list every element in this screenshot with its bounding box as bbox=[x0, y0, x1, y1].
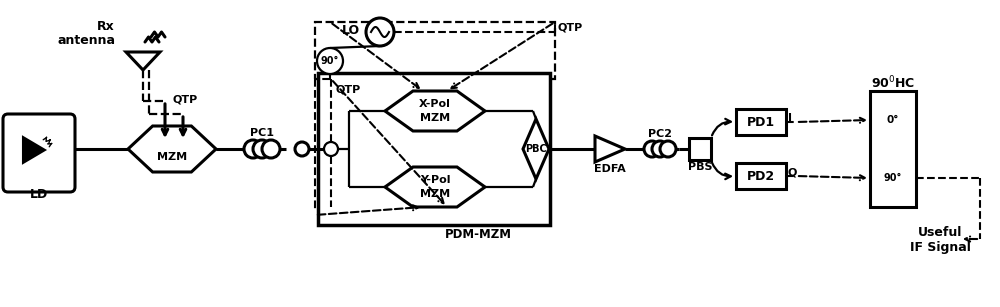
Polygon shape bbox=[128, 126, 216, 172]
Text: antenna: antenna bbox=[57, 33, 115, 46]
Text: QTP: QTP bbox=[335, 84, 361, 94]
Text: PD1: PD1 bbox=[747, 115, 775, 129]
Text: MZM: MZM bbox=[420, 189, 450, 199]
Text: Rx: Rx bbox=[97, 20, 115, 33]
Text: PD2: PD2 bbox=[747, 169, 775, 182]
Text: PBS: PBS bbox=[688, 162, 712, 172]
Text: MZM: MZM bbox=[420, 113, 450, 123]
Circle shape bbox=[324, 142, 338, 156]
Text: Q: Q bbox=[788, 167, 797, 177]
Circle shape bbox=[366, 18, 394, 46]
Text: 90°: 90° bbox=[884, 173, 902, 183]
Circle shape bbox=[253, 140, 271, 158]
Text: 90°: 90° bbox=[321, 56, 339, 66]
Text: EDFA: EDFA bbox=[594, 164, 626, 174]
Bar bbox=[689, 138, 711, 160]
Circle shape bbox=[244, 140, 262, 158]
Text: 90$^0$HC: 90$^0$HC bbox=[871, 75, 915, 91]
Text: LD: LD bbox=[30, 188, 48, 201]
Text: 0°: 0° bbox=[887, 115, 899, 125]
Bar bbox=[870, 91, 916, 207]
Polygon shape bbox=[385, 91, 485, 131]
Text: QTP: QTP bbox=[172, 94, 198, 104]
Text: IF Signal: IF Signal bbox=[910, 240, 970, 254]
FancyBboxPatch shape bbox=[3, 114, 75, 192]
Text: PDM-MZM: PDM-MZM bbox=[445, 228, 512, 242]
Text: X-Pol: X-Pol bbox=[419, 99, 451, 109]
Bar bbox=[736, 163, 786, 189]
Text: LO: LO bbox=[342, 24, 360, 37]
Polygon shape bbox=[385, 167, 485, 207]
Circle shape bbox=[644, 141, 660, 157]
Circle shape bbox=[660, 141, 676, 157]
Bar bbox=[315, 22, 555, 79]
Circle shape bbox=[262, 140, 280, 158]
Text: I: I bbox=[788, 113, 792, 123]
Text: MZM: MZM bbox=[157, 152, 187, 162]
Text: PC1: PC1 bbox=[250, 128, 274, 138]
Polygon shape bbox=[523, 119, 549, 179]
Bar bbox=[736, 109, 786, 135]
Bar bbox=[318, 73, 550, 225]
Text: QTP: QTP bbox=[557, 22, 582, 32]
Circle shape bbox=[295, 142, 309, 156]
Circle shape bbox=[317, 48, 343, 74]
Text: PBC: PBC bbox=[525, 144, 547, 154]
Text: PC2: PC2 bbox=[648, 129, 672, 139]
Polygon shape bbox=[23, 137, 45, 163]
Text: Useful: Useful bbox=[918, 227, 962, 239]
Polygon shape bbox=[595, 136, 625, 162]
Circle shape bbox=[652, 141, 668, 157]
Text: Y-Pol: Y-Pol bbox=[420, 175, 450, 185]
